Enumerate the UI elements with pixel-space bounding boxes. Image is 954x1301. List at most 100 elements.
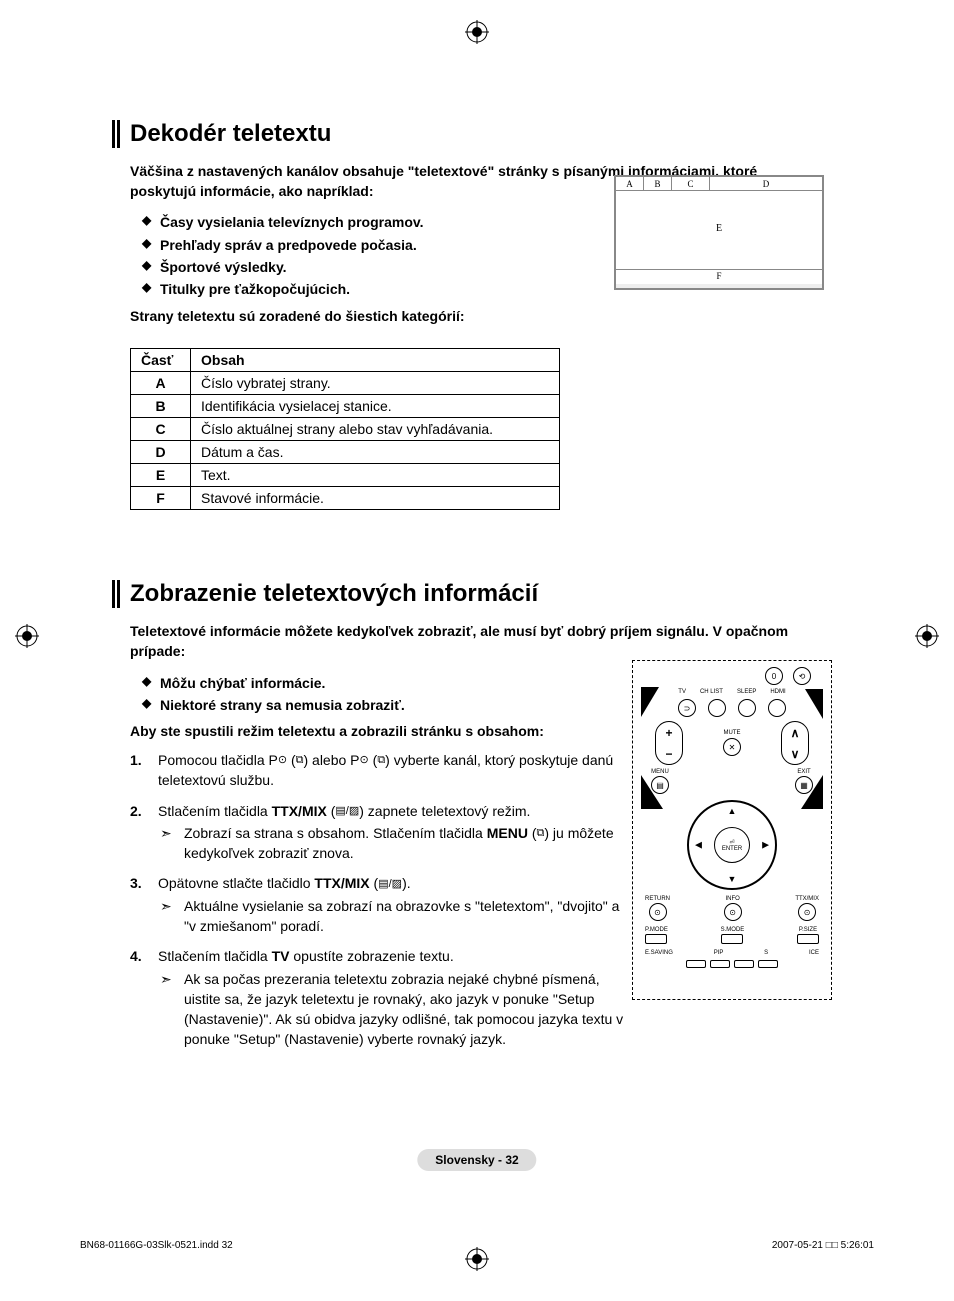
step-text: ). <box>402 875 411 891</box>
step-text: opustíte zobrazenie textu. <box>290 948 454 964</box>
remote-nav-ring: ▲ ▼ ◀ ▶ ⏎ ENTER <box>687 800 777 890</box>
step-text: ( <box>327 803 336 819</box>
step-text: Pomocou tlačidla P <box>158 752 278 768</box>
remote-psize-button <box>797 934 819 944</box>
section-marker-icon <box>112 580 120 608</box>
section2-intro: Teletextové informácie môžete kedykoľvek… <box>130 622 824 661</box>
page-down-icon: ⧉ <box>377 753 385 769</box>
table-cell-content: Číslo aktuálnej strany alebo stav vyhľad… <box>191 418 560 441</box>
table-header-part: Časť <box>131 349 191 372</box>
table-cell-part: C <box>131 418 191 441</box>
remote-enter-button: ⏎ ENTER <box>714 827 750 863</box>
section1-subtext: Strany teletextu sú zoradené do šiestich… <box>130 307 824 327</box>
section2-title: Zobrazenie teletextových informácií <box>130 580 824 608</box>
diagram-cell-d: D <box>710 177 822 190</box>
table-row: BIdentifikácia vysielacej stanice. <box>131 395 560 418</box>
diagram-footer: F <box>616 270 822 284</box>
table-cell-content: Stavové informácie. <box>191 487 560 510</box>
ttx-icon: ▤/▨ <box>378 877 402 893</box>
remote-tv-button: ⊃ <box>678 699 696 717</box>
remote-control-diagram: 0 ⟲ TV CH LIST SLEEP HDMI ⊃ + <box>632 660 832 1000</box>
step-1: Pomocou tlačidla P⊙ (⧉) alebo P⊙ (⧉) vyb… <box>130 750 630 791</box>
remote-return-button: ⊙ <box>649 903 667 921</box>
step-bold: TTX/MIX <box>272 803 327 819</box>
section-marker-icon <box>112 120 120 148</box>
step-note: Zobrazí sa strana s obsahom. Stlačením t… <box>158 823 630 864</box>
step-text: ) zapnete teletextový režim. <box>359 803 530 819</box>
remote-ttxmix-button: ⊙ <box>798 903 816 921</box>
nav-right-icon: ▶ <box>762 840 769 851</box>
remote-smode-button <box>721 934 743 944</box>
highlight-triangle-icon <box>641 687 659 717</box>
table-header-row: Časť Obsah <box>131 349 560 372</box>
color-button <box>758 960 778 968</box>
footer-timestamp: 2007-05-21 □□ 5:26:01 <box>772 1240 874 1251</box>
section-teletext-display: Zobrazenie teletextových informácií Tele… <box>130 580 824 1049</box>
step-3: Opätovne stlačte tlačidlo TTX/MIX (▤/▨).… <box>130 873 630 936</box>
categories-table: Časť Obsah AČíslo vybratej strany.BIdent… <box>130 348 560 510</box>
note-text: ( <box>528 825 537 841</box>
ttx-icon: ▤/▨ <box>335 804 359 820</box>
section-teletext-decoder: Dekodér teletextu Väčšina z nastavených … <box>130 120 824 510</box>
remote-info-label: INFO <box>725 896 739 902</box>
remote-pre-ch-button: ⟲ <box>793 667 811 685</box>
remote-hdmi-label: HDMI <box>770 689 785 695</box>
step-text: Opätovne stlačte tlačidlo <box>158 875 314 891</box>
print-footer: BN68-01166G-03Slk-0521.indd 32 2007-05-2… <box>80 1240 874 1251</box>
remote-return-label: RETURN <box>645 896 670 902</box>
remote-pip-label: PIP <box>714 950 724 956</box>
section1-title: Dekodér teletextu <box>130 120 824 148</box>
table-cell-part: F <box>131 487 191 510</box>
diagram-cell-b: B <box>644 177 672 190</box>
remote-chlist-button <box>708 699 726 717</box>
step-text: ( <box>370 875 379 891</box>
diagram-body: E <box>616 191 822 270</box>
note-text: Zobrazí sa strana s obsahom. Stlačením t… <box>184 825 487 841</box>
step-text: ) alebo P <box>303 752 359 768</box>
table-cell-part: A <box>131 372 191 395</box>
table-cell-content: Text. <box>191 464 560 487</box>
remote-pmode-label: P.MODE <box>645 927 668 933</box>
table-row: DDátum a čas. <box>131 441 560 464</box>
step-text: Stlačením tlačidla <box>158 948 272 964</box>
diagram-cell-a: A <box>616 177 644 190</box>
remote-ttxmix-label: TTX/MIX <box>795 896 819 902</box>
color-button <box>710 960 730 968</box>
note-bold: MENU <box>487 825 528 841</box>
step-note: Aktuálne vysielanie sa zobrazí na obrazo… <box>158 896 630 937</box>
color-button <box>734 960 754 968</box>
remote-info-button: ⊙ <box>724 903 742 921</box>
remote-zero-button: 0 <box>765 667 783 685</box>
nav-up-icon: ▲ <box>728 806 737 816</box>
enter-label: ENTER <box>722 846 742 852</box>
color-button <box>686 960 706 968</box>
page-content: Dekodér teletextu Väčšina z nastavených … <box>0 0 954 1160</box>
table-cell-content: Dátum a čas. <box>191 441 560 464</box>
table-cell-content: Identifikácia vysielacej stanice. <box>191 395 560 418</box>
down-icon: ⊙ <box>360 753 369 769</box>
table-row: EText. <box>131 464 560 487</box>
step-text: ( <box>287 752 296 768</box>
teletext-screen-diagram: A B C D E F <box>614 175 824 290</box>
remote-chlist-label: CH LIST <box>700 689 723 695</box>
remote-tv-label: TV <box>678 689 686 695</box>
remote-smode-label: S.MODE <box>721 927 745 933</box>
remote-esaving-label: E.SAVING <box>645 950 673 956</box>
remote-ice-label: ICE <box>809 950 819 956</box>
step-bold: TTX/MIX <box>314 875 369 891</box>
remote-mute-button: ✕ <box>723 738 741 756</box>
table-row: FStavové informácie. <box>131 487 560 510</box>
remote-psize-label: P.SIZE <box>799 927 817 933</box>
step-text: Stlačením tlačidla <box>158 803 272 819</box>
table-cell-part: E <box>131 464 191 487</box>
up-icon: ⊙ <box>278 753 287 769</box>
step-2: Stlačením tlačidla TTX/MIX (▤/▨) zapnete… <box>130 801 630 864</box>
page-number-badge: Slovensky - 32 <box>417 1149 536 1171</box>
remote-sleep-button <box>738 699 756 717</box>
step-text: ( <box>369 752 378 768</box>
remote-volume-rocker: + − <box>655 721 683 765</box>
step-4: Stlačením tlačidla TV opustíte zobrazeni… <box>130 946 630 1049</box>
table-cell-part: D <box>131 441 191 464</box>
step-note: Ak sa počas prezerania teletextu zobrazi… <box>158 969 630 1050</box>
diagram-top-row: A B C D <box>616 177 822 191</box>
